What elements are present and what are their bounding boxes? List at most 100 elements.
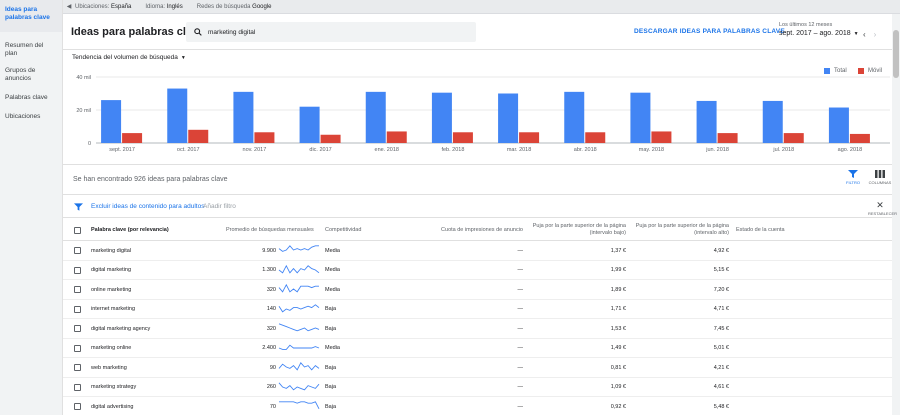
x-tick-label: may. 2018 xyxy=(639,147,664,153)
bar-mobile xyxy=(188,129,209,143)
sparkline-path xyxy=(278,323,320,332)
bar-mobile xyxy=(849,133,870,143)
download-ideas-button[interactable]: DESCARGAR IDEAS PARA PALABRAS CLAVE xyxy=(634,28,785,35)
avg-searches-cell: 260 xyxy=(266,384,276,390)
keyword-cell: digital marketing xyxy=(91,267,132,273)
bid-high-cell: 4,21 € xyxy=(713,364,729,371)
sidebar-item-keywords[interactable]: Palabras clave xyxy=(5,94,48,101)
impression-share-cell: — xyxy=(517,364,524,371)
y-tick-label: 40 mil xyxy=(76,75,91,81)
col-avg-monthly-searches[interactable]: Promedio de búsquedas mensuales xyxy=(226,226,314,233)
bar-chart: 0 20 mil 40 mil sept. 2017 oct. 2017 nov. 201… xyxy=(76,75,890,153)
bid-high-cell: 5,15 € xyxy=(713,267,729,273)
network-label: Redes de búsqueda xyxy=(196,3,251,10)
bar-mobile xyxy=(651,131,672,143)
col-competition[interactable]: Competitividad xyxy=(325,226,362,233)
legend-total-label: Total xyxy=(834,68,847,74)
sidebar-item-ad-groups[interactable]: Grupos de anuncios xyxy=(5,67,36,82)
keyword-search-box[interactable] xyxy=(186,22,476,42)
bar-total xyxy=(167,88,188,143)
table-row[interactable]: digital marketing agency 320 Baja — 1,53 € 7,… xyxy=(63,319,892,339)
table-row[interactable]: digital advertising 70 Baja — 0,92 € 5,48 € xyxy=(63,397,892,415)
next-period-icon[interactable]: › xyxy=(873,30,877,39)
x-tick-label: ago. 2018 xyxy=(838,147,862,153)
location-setting[interactable]: Ubicaciones: España xyxy=(75,4,131,10)
bid-high-cell: 7,45 € xyxy=(713,325,729,332)
row-checkbox[interactable] xyxy=(74,247,81,254)
scrollbar[interactable] xyxy=(892,14,900,415)
sparkline-path xyxy=(278,362,320,371)
filter-button[interactable]: FILTRO xyxy=(841,170,865,185)
table-row[interactable]: marketing strategy 260 Baja — 1,09 € 4,61 € xyxy=(63,378,892,397)
trend-sparkline xyxy=(278,245,319,252)
language-setting[interactable]: Idioma: Inglés xyxy=(145,4,182,10)
divider xyxy=(63,164,892,165)
select-all-checkbox[interactable] xyxy=(74,226,81,234)
results-count: Se han encontrado 926 ideas para palabra… xyxy=(73,176,228,183)
row-checkbox[interactable] xyxy=(74,344,81,352)
row-checkbox[interactable] xyxy=(74,403,81,410)
trend-dropdown[interactable]: Tendencia del volumen de búsqueda ▼ xyxy=(72,54,186,61)
x-tick-label: ene. 2018 xyxy=(375,147,399,153)
table-row[interactable]: online marketing 320 Media — 1,89 € 7,20 € xyxy=(63,280,892,300)
competition-cell: Baja xyxy=(325,364,337,371)
sidebar-item-plan-overview[interactable]: Resumen del plan xyxy=(5,42,44,57)
sparkline-path xyxy=(278,303,320,312)
close-icon: ✕ xyxy=(876,200,884,210)
legend-total: Total xyxy=(824,68,847,74)
columns-icon xyxy=(875,170,885,178)
bar-mobile xyxy=(254,132,275,143)
legend-mobile-swatch xyxy=(858,68,864,74)
bid-high-cell: 4,61 € xyxy=(713,384,729,390)
table-row[interactable]: web marketing 90 Baja — 0,81 € 4,21 € xyxy=(63,358,892,378)
network-setting[interactable]: Redes de búsqueda Google xyxy=(197,4,272,10)
keyword-cell: marketing digital xyxy=(91,247,132,254)
trend-sparkline xyxy=(278,362,320,371)
columns-button-label: COLUMNAS xyxy=(868,180,892,185)
reset-button[interactable]: ✕ RESTABLECER xyxy=(868,200,897,216)
collapse-arrow-icon[interactable]: ◀ xyxy=(66,4,72,10)
legend-mobile: Móvil xyxy=(858,68,882,74)
row-checkbox[interactable] xyxy=(74,325,81,332)
row-checkbox[interactable] xyxy=(74,383,81,391)
bar-mobile xyxy=(320,134,341,143)
previous-period-icon[interactable]: ‹ xyxy=(863,30,866,39)
x-tick-label: dic. 2017 xyxy=(309,147,331,153)
filter-button-label: FILTRO xyxy=(846,180,860,185)
date-range-value: sept. 2017 – ago. 2018 xyxy=(779,30,851,37)
table-row[interactable]: marketing online 2.400 Media — 1,49 € 5,01 € xyxy=(63,339,892,358)
competition-cell: Baja xyxy=(325,306,337,312)
exclude-adult-filter[interactable]: Excluir ideas de contenido para adultos xyxy=(91,203,205,210)
row-checkbox[interactable] xyxy=(74,364,81,371)
columns-button[interactable]: COLUMNAS xyxy=(868,170,892,185)
scrollbar-thumb[interactable] xyxy=(893,30,899,78)
bar-total xyxy=(498,93,519,143)
search-input[interactable] xyxy=(208,28,458,36)
row-checkbox[interactable] xyxy=(74,286,81,293)
table-body: marketing digital 9.900 Media — 1,37 € 4,92 €… xyxy=(63,241,892,415)
x-tick-label: abr. 2018 xyxy=(574,147,597,153)
keyword-cell: marketing strategy xyxy=(91,384,137,390)
col-bid-high[interactable]: Puja por la parte superior de la página … xyxy=(635,223,729,236)
table-row[interactable]: marketing digital 9.900 Media — 1,37 € 4,92 € xyxy=(63,241,892,261)
sidebar: Ideas para palabras clave Resumen del pl… xyxy=(0,0,63,415)
table-row[interactable]: internet marketing 140 Baja — 1,71 € 4,71 € xyxy=(63,300,892,319)
date-range-picker[interactable]: Los últimos 12 meses sept. 2017 – ago. 2… xyxy=(779,22,859,37)
impression-share-cell: — xyxy=(517,345,524,351)
impression-share-cell: — xyxy=(517,247,524,254)
row-checkbox[interactable] xyxy=(74,305,81,313)
keyword-cell: digital advertising xyxy=(91,403,134,410)
avg-searches-cell: 90 xyxy=(269,364,276,371)
sidebar-item-keyword-ideas[interactable]: Ideas para palabras clave xyxy=(0,0,62,32)
sidebar-item-locations[interactable]: Ubicaciones xyxy=(5,113,41,120)
add-filter-button[interactable]: Añadir filtro xyxy=(203,203,236,210)
bar-mobile xyxy=(783,133,804,143)
col-keyword[interactable]: Palabra clave (por relevancia) xyxy=(91,226,169,233)
col-impression-share[interactable]: Cuota de impresiones de anuncio xyxy=(441,226,523,233)
sparkline-path xyxy=(278,283,319,293)
row-checkbox[interactable] xyxy=(74,266,81,274)
impression-share-cell: — xyxy=(517,267,524,273)
table-row[interactable]: digital marketing 1.300 Media — 1,99 € 5,15 € xyxy=(63,261,892,280)
col-bid-low[interactable]: Puja por la parte superior de la página … xyxy=(532,223,626,236)
col-account-status[interactable]: Estado de la cuenta xyxy=(736,226,785,233)
